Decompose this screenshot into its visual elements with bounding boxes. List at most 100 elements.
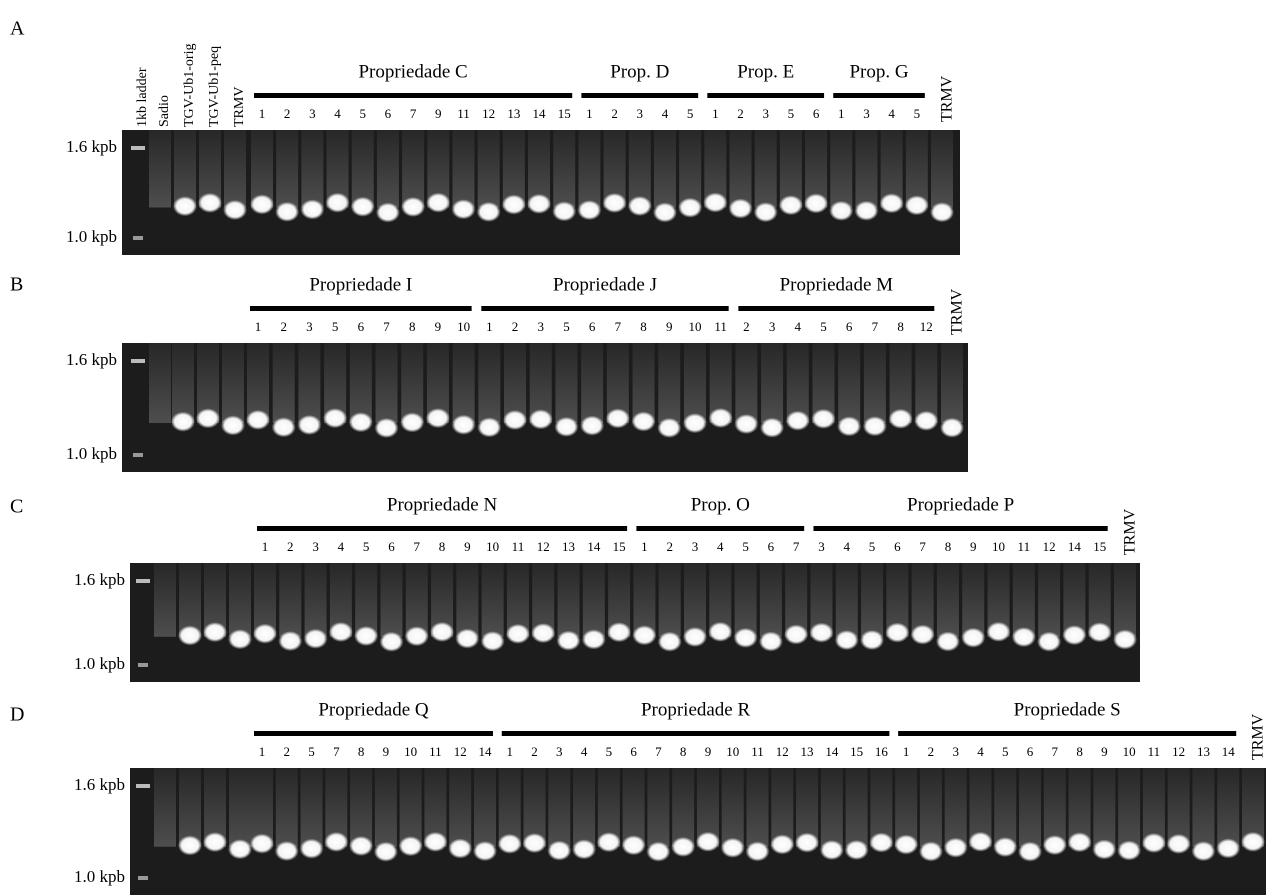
lane-smear bbox=[941, 343, 963, 423]
lane-number: 1 bbox=[838, 106, 845, 121]
lane-smear bbox=[1118, 768, 1140, 847]
lane-number: 15 bbox=[558, 106, 571, 121]
lane-smear bbox=[838, 343, 860, 423]
band bbox=[795, 833, 819, 853]
lane-number: 2 bbox=[512, 319, 519, 334]
band bbox=[477, 417, 501, 437]
lane-smear bbox=[684, 343, 706, 423]
band bbox=[804, 193, 828, 213]
lane-number: 7 bbox=[872, 319, 879, 334]
lane-smear bbox=[548, 768, 570, 847]
lane-number: 15 bbox=[1093, 539, 1106, 554]
lane-number: 11 bbox=[429, 744, 442, 759]
band bbox=[1142, 833, 1166, 853]
lane-smear bbox=[679, 130, 701, 208]
group-bar bbox=[898, 731, 1236, 736]
lane-number: 7 bbox=[410, 106, 417, 121]
lane-smear bbox=[945, 768, 967, 847]
lane-number: 9 bbox=[970, 539, 977, 554]
lane-smear bbox=[377, 130, 399, 208]
group-label: Prop. O bbox=[691, 494, 750, 515]
lane-smear bbox=[672, 768, 694, 847]
lane-number: 5 bbox=[359, 106, 366, 121]
lane-smear bbox=[553, 130, 575, 208]
ladder-mark bbox=[133, 453, 143, 457]
band bbox=[1018, 842, 1042, 862]
lane-smear bbox=[154, 768, 176, 847]
lane-label: TGV-Ub1-orig bbox=[182, 44, 197, 127]
band bbox=[297, 415, 321, 435]
lane-number: 12 bbox=[1043, 539, 1056, 554]
lane-number: 9 bbox=[705, 744, 712, 759]
band bbox=[837, 416, 861, 436]
lane-smear bbox=[350, 343, 372, 423]
lane-smear bbox=[401, 343, 423, 423]
band bbox=[451, 199, 475, 219]
band bbox=[272, 417, 296, 437]
band bbox=[278, 631, 302, 651]
lane-smear bbox=[730, 130, 752, 208]
lane-number: 7 bbox=[919, 539, 926, 554]
band bbox=[880, 193, 904, 213]
band bbox=[400, 412, 424, 432]
band bbox=[1092, 840, 1116, 860]
lane-number: 1 bbox=[641, 539, 648, 554]
band bbox=[1113, 630, 1137, 650]
band bbox=[1241, 832, 1265, 852]
group-bar bbox=[254, 731, 493, 736]
band bbox=[968, 832, 992, 852]
band bbox=[779, 195, 803, 215]
lane-smear bbox=[456, 563, 478, 637]
band bbox=[250, 194, 274, 214]
size-label: 1.6 kpb bbox=[74, 570, 125, 589]
band bbox=[552, 201, 576, 221]
lane-number: 3 bbox=[309, 106, 316, 121]
lane-number: 14 bbox=[1068, 539, 1082, 554]
control-label: TRMV bbox=[1122, 508, 1139, 555]
band bbox=[323, 408, 347, 428]
group-bar bbox=[254, 93, 572, 98]
lane-number: 9 bbox=[435, 106, 442, 121]
band bbox=[811, 409, 835, 429]
band bbox=[374, 842, 398, 862]
lane-smear bbox=[406, 563, 428, 637]
lane-number: 5 bbox=[1002, 744, 1009, 759]
group-label: Prop. E bbox=[737, 61, 794, 82]
band bbox=[993, 837, 1017, 857]
lane-number: 10 bbox=[404, 744, 417, 759]
lane-smear bbox=[355, 563, 377, 637]
lane-number: 8 bbox=[409, 319, 416, 334]
band bbox=[329, 622, 353, 642]
lane-number: 8 bbox=[1076, 744, 1083, 759]
lane-smear bbox=[659, 563, 681, 637]
lane-smear bbox=[846, 768, 868, 847]
group-bar bbox=[502, 731, 890, 736]
band bbox=[221, 415, 245, 435]
lane-number: 12 bbox=[776, 744, 789, 759]
lane-number: 8 bbox=[680, 744, 687, 759]
band bbox=[683, 413, 707, 433]
lane-number: 12 bbox=[920, 319, 933, 334]
band bbox=[481, 631, 505, 651]
lane-number: 2 bbox=[743, 319, 750, 334]
lane-number: 2 bbox=[287, 539, 294, 554]
lane-number: 10 bbox=[688, 319, 701, 334]
lane-smear bbox=[647, 768, 669, 847]
band bbox=[809, 623, 833, 643]
lane-smear bbox=[836, 563, 858, 637]
size-label: 1.0 kpb bbox=[74, 654, 125, 673]
lane-smear bbox=[478, 343, 500, 423]
lane-smear bbox=[224, 130, 246, 208]
band bbox=[632, 412, 656, 432]
group-bar bbox=[707, 93, 824, 98]
lane-smear bbox=[1044, 768, 1066, 847]
band bbox=[502, 195, 526, 215]
lane-number: 7 bbox=[383, 319, 390, 334]
lane-number: 2 bbox=[284, 106, 291, 121]
lane-number: 1 bbox=[486, 319, 493, 334]
band bbox=[683, 627, 707, 647]
lane-number: 11 bbox=[512, 539, 525, 554]
lane-number: 14 bbox=[825, 744, 839, 759]
band bbox=[746, 841, 770, 861]
band bbox=[885, 623, 909, 643]
